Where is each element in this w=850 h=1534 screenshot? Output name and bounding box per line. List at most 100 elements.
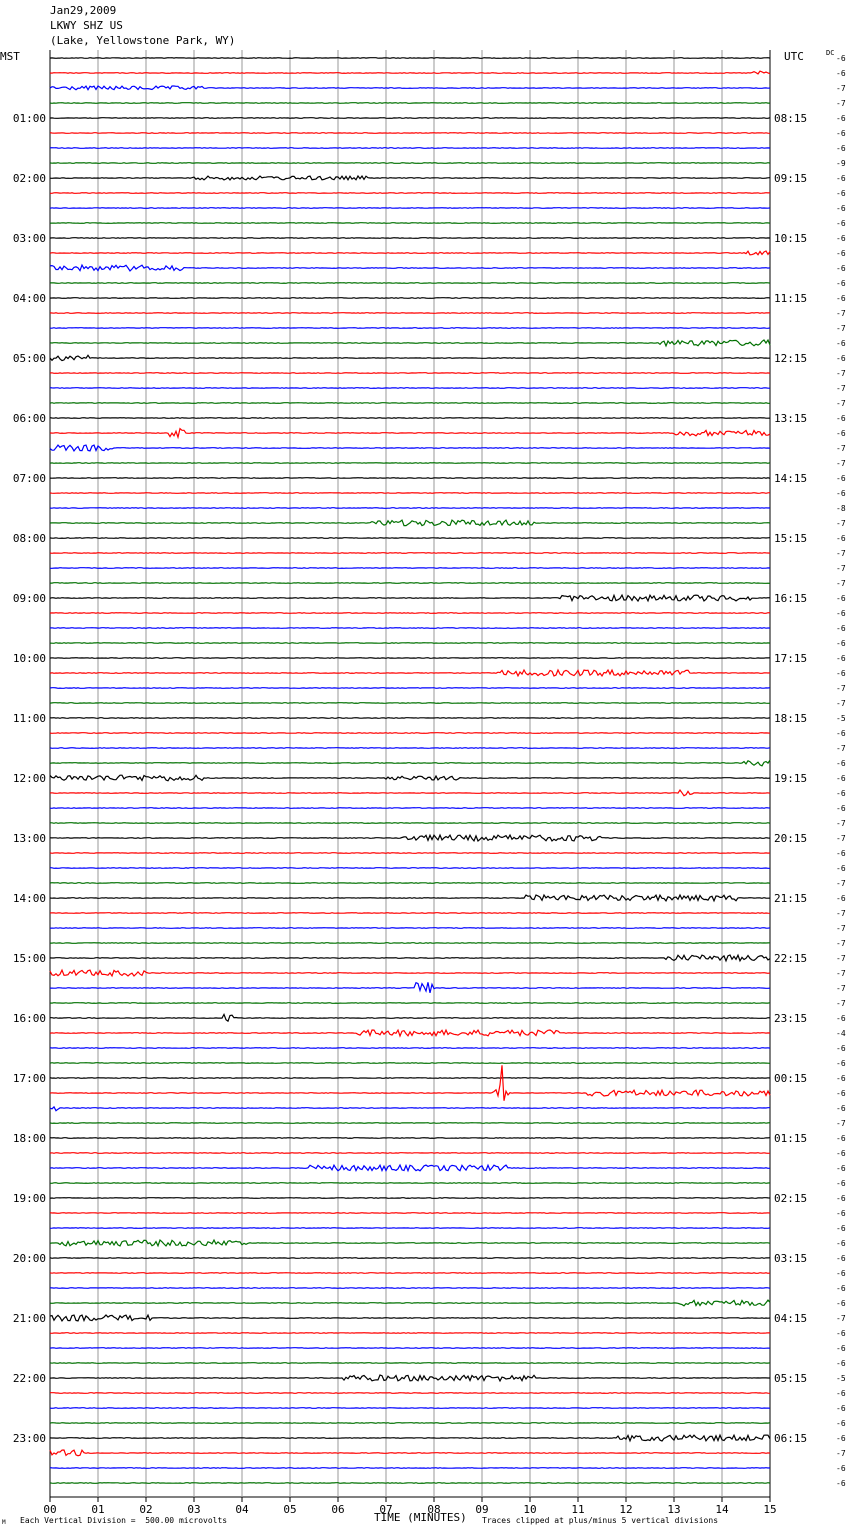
dc-offset-label: -7: [836, 924, 846, 933]
trace-49: [49, 789, 771, 797]
dc-offset-label: -7: [836, 834, 846, 843]
trace-87: [49, 1362, 771, 1364]
trace-56: [49, 893, 771, 903]
trace-18: [50, 327, 771, 329]
dc-offset-label: -7: [836, 324, 846, 333]
dc-offset-label: -6: [836, 414, 846, 423]
dc-offset-label: -7: [836, 399, 846, 408]
minute-gridlines: [49, 50, 771, 1502]
trace-23: [49, 402, 770, 404]
dc-offset-label: -7: [836, 519, 846, 528]
trace-28: [49, 477, 771, 479]
x-tick-label: 03: [187, 1503, 200, 1516]
trace-15: [49, 282, 771, 284]
trace-60: [49, 953, 771, 963]
left-hour-label: 18:00: [13, 1132, 46, 1145]
dc-offset-label: -6: [836, 789, 846, 798]
trace-76: [49, 1197, 771, 1199]
dc-offset-label: -5: [836, 1374, 846, 1383]
left-hour-label: 10:00: [13, 652, 46, 665]
dc-offset-label: -6: [836, 804, 846, 813]
dc-offset-label: -6: [836, 1344, 846, 1353]
left-hour-label: 04:00: [13, 292, 46, 305]
trace-52: [49, 833, 771, 843]
trace-26: [49, 444, 771, 453]
left-hour-label: 15:00: [13, 952, 46, 965]
x-tick-label: 12: [619, 1503, 632, 1516]
right-hour-label: 16:15: [774, 592, 807, 605]
trace-30: [49, 507, 771, 509]
trace-72: [49, 1137, 771, 1139]
trace-69: [49, 1065, 771, 1101]
right-hour-label: 15:15: [774, 532, 807, 545]
seismic-traces: [49, 57, 771, 1484]
dc-offset-label: -6: [836, 354, 846, 363]
dc-offset-label: -6: [836, 204, 846, 213]
dc-offset-label: -6: [836, 759, 846, 768]
trace-38: [49, 627, 770, 629]
dc-offset-label: -6: [836, 1284, 846, 1293]
dc-offset-label: -6: [836, 1074, 846, 1083]
dc-offset-label: -6: [836, 1329, 846, 1338]
dc-offset-label: -7: [836, 1449, 846, 1458]
dc-offset-label: -7: [836, 459, 846, 468]
dc-offset-label: -6: [836, 1299, 846, 1308]
dc-offset-label: -6: [836, 1194, 846, 1203]
dc-offset-label: -6: [836, 894, 846, 903]
dc-offset-label: -6: [836, 279, 846, 288]
trace-21: [49, 372, 771, 374]
right-hour-label: 02:15: [774, 1192, 807, 1205]
trace-78: [49, 1227, 771, 1229]
trace-58: [49, 927, 771, 929]
dc-offset-label: -6: [836, 1419, 846, 1428]
right-hour-label: 06:15: [774, 1432, 807, 1445]
dc-offset-label: -6: [836, 1179, 846, 1188]
left-hour-label: 08:00: [13, 532, 46, 545]
dc-offset-label: -6: [836, 1269, 846, 1278]
trace-2: [49, 85, 771, 91]
trace-90: [49, 1407, 771, 1409]
dc-offset-label: -6: [836, 534, 846, 543]
trace-0: [49, 57, 771, 59]
trace-92: [49, 1433, 771, 1443]
dc-offset-label: -7: [836, 444, 846, 453]
dc-offset-label: -7: [836, 1314, 846, 1323]
trace-4: [49, 117, 771, 119]
x-tick-label: 06: [331, 1503, 344, 1516]
x-tick-label: 00: [43, 1503, 56, 1516]
right-hour-label: 14:15: [774, 472, 807, 485]
trace-43: [49, 702, 771, 704]
trace-61: [49, 968, 771, 978]
trace-19: [49, 338, 771, 348]
trace-51: [50, 822, 771, 824]
right-hour-label: 22:15: [774, 952, 807, 965]
dc-offset-label: -6: [836, 639, 846, 648]
x-tick-label: 07: [379, 1503, 392, 1516]
right-hour-label: 21:15: [774, 892, 807, 905]
left-hour-label: 01:00: [13, 112, 46, 125]
trace-63: [49, 1002, 771, 1004]
dc-offset-label: -7: [836, 369, 846, 378]
trace-46: [49, 747, 771, 749]
trace-65: [49, 1028, 771, 1038]
right-hour-label: 17:15: [774, 652, 807, 665]
trace-73: [49, 1152, 771, 1154]
dc-offset-label: -6: [836, 654, 846, 663]
right-hour-label: 18:15: [774, 712, 807, 725]
dc-offset-label: -6: [836, 669, 846, 678]
scale-note: Each Vertical Division = 500.00 microvol…: [20, 1516, 228, 1525]
dc-offset-label: -7: [836, 879, 846, 888]
dc-offset-label: -6: [836, 1089, 846, 1098]
dc-offset-label: -6: [836, 69, 846, 78]
left-hour-label: 20:00: [13, 1252, 46, 1265]
dc-offset-label: -6: [836, 729, 846, 738]
dc-offset-label: -7: [836, 564, 846, 573]
trace-81: [49, 1272, 771, 1274]
dc-offset-label: -6: [836, 189, 846, 198]
trace-31: [49, 519, 771, 527]
dc-offset-label: -7: [836, 954, 846, 963]
left-hour-label: 07:00: [13, 472, 46, 485]
trace-7: [49, 162, 771, 164]
dc-offset-label: -6: [836, 1164, 846, 1173]
right-hour-label: 12:15: [774, 352, 807, 365]
